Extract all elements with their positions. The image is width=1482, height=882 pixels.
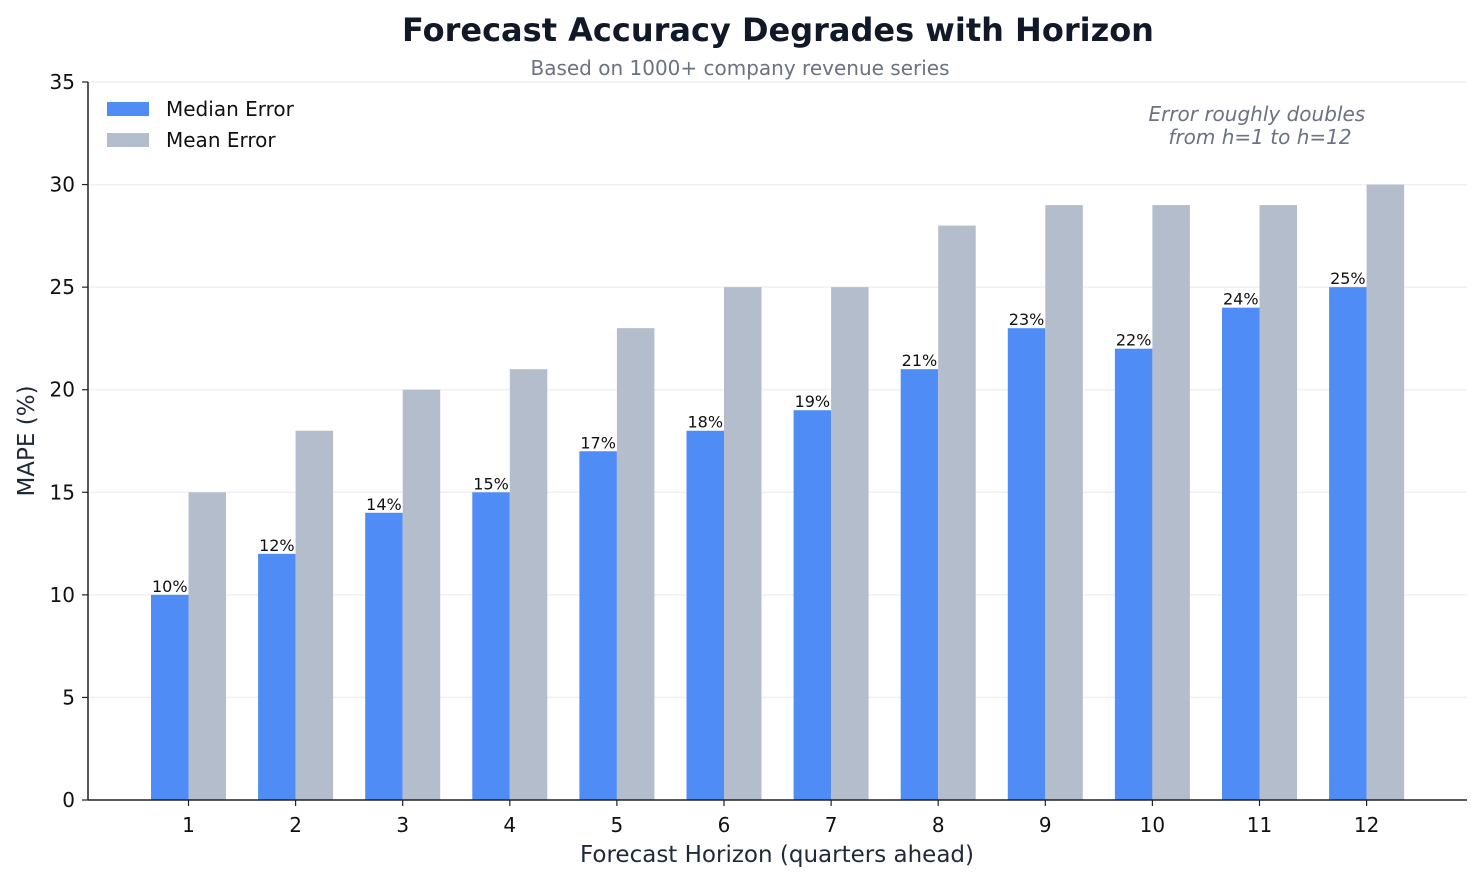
- y-tick-label: 10: [50, 583, 75, 607]
- x-tick-label: 8: [932, 813, 945, 837]
- median-error-bar: [258, 553, 296, 800]
- median-error-data-label: 18%: [687, 413, 723, 432]
- x-tick-label: 9: [1039, 813, 1052, 837]
- x-tick-label: 1: [182, 813, 195, 837]
- x-tick-label: 11: [1247, 813, 1272, 837]
- annotation-line-2: from h=1 to h=12: [1168, 125, 1351, 149]
- mean-error-bar: [616, 328, 655, 800]
- annotation: Error roughly doubles from h=1 to h=12: [1148, 102, 1371, 149]
- x-tick-label: 7: [825, 813, 838, 837]
- mean-error-bar: [295, 430, 334, 800]
- chart-subtitle: Based on 1000+ company revenue series: [530, 56, 949, 80]
- median-error-bar: [579, 451, 617, 800]
- mean-error-bar: [1045, 205, 1083, 801]
- median-error-data-label: 23%: [1009, 310, 1045, 329]
- x-axis-ticks: 1 2 3 4 5 6 7 8 9 10 11 12: [182, 800, 1379, 837]
- bar-labels: 10% 12% 14% 15% 17% 18% 19% 21% 23% 22% 24% 25%: [152, 269, 1366, 596]
- x-tick-label: 3: [396, 813, 409, 837]
- bars: [151, 184, 1405, 801]
- x-tick-label: 10: [1140, 813, 1165, 837]
- mean-error-bar: [831, 287, 869, 801]
- legend-label: Median Error: [166, 97, 295, 121]
- y-tick-label: 30: [50, 173, 75, 197]
- legend: Median Error Mean Error: [107, 97, 295, 152]
- x-axis-label: Forecast Horizon (quarters ahead): [580, 842, 974, 868]
- y-tick-label: 15: [50, 480, 75, 504]
- mean-error-bar: [402, 389, 441, 800]
- mean-error-bar: [1259, 205, 1297, 801]
- mean-error-bar: [1366, 184, 1405, 801]
- y-tick-label: 25: [50, 275, 75, 299]
- annotation-line-1: Error roughly doubles: [1148, 102, 1365, 126]
- y-axis-ticks: 0 5 10 15 20 25 30 35: [50, 70, 88, 812]
- median-error-bar: [900, 369, 939, 800]
- median-error-data-label: 24%: [1223, 290, 1259, 309]
- mean-error-bar: [724, 287, 762, 801]
- mean-error-bar: [188, 492, 226, 800]
- x-tick-label: 12: [1354, 813, 1379, 837]
- median-error-data-label: 12%: [259, 536, 295, 555]
- median-error-bar: [1329, 287, 1367, 801]
- legend-label: Mean Error: [166, 128, 276, 152]
- axes: [87, 82, 1467, 801]
- mean-error-bar: [938, 225, 976, 801]
- median-error-data-label: 10%: [152, 577, 188, 596]
- median-error-data-label: 25%: [1330, 269, 1366, 288]
- median-error-bar: [365, 512, 403, 800]
- x-tick-label: 4: [503, 813, 516, 837]
- median-error-bar: [1222, 307, 1260, 800]
- y-tick-label: 5: [62, 685, 75, 709]
- mean-error-bar: [509, 369, 548, 800]
- x-tick-label: 6: [718, 813, 731, 837]
- median-error-bar: [472, 492, 510, 800]
- median-error-bar: [151, 594, 189, 800]
- median-error-bar: [1007, 328, 1046, 800]
- median-error-data-label: 21%: [902, 351, 938, 370]
- y-tick-label: 35: [50, 70, 75, 94]
- median-error-data-label: 14%: [366, 495, 402, 514]
- mean-error-bar: [1152, 205, 1190, 801]
- y-tick-label: 20: [50, 378, 75, 402]
- y-tick-label: 0: [62, 788, 75, 812]
- median-error-data-label: 22%: [1116, 331, 1152, 350]
- median-error-data-label: 15%: [473, 474, 509, 493]
- legend-swatch: [107, 133, 149, 147]
- chart-title: Forecast Accuracy Degrades with Horizon: [402, 11, 1154, 49]
- legend-swatch: [107, 102, 149, 116]
- x-tick-label: 5: [611, 813, 624, 837]
- median-error-bar: [793, 410, 832, 800]
- median-error-data-label: 17%: [580, 433, 616, 452]
- median-error-bar: [1114, 348, 1153, 800]
- x-tick-label: 2: [289, 813, 302, 837]
- median-error-data-label: 19%: [795, 392, 831, 411]
- y-axis-label: MAPE (%): [14, 385, 40, 496]
- median-error-bar: [686, 430, 724, 800]
